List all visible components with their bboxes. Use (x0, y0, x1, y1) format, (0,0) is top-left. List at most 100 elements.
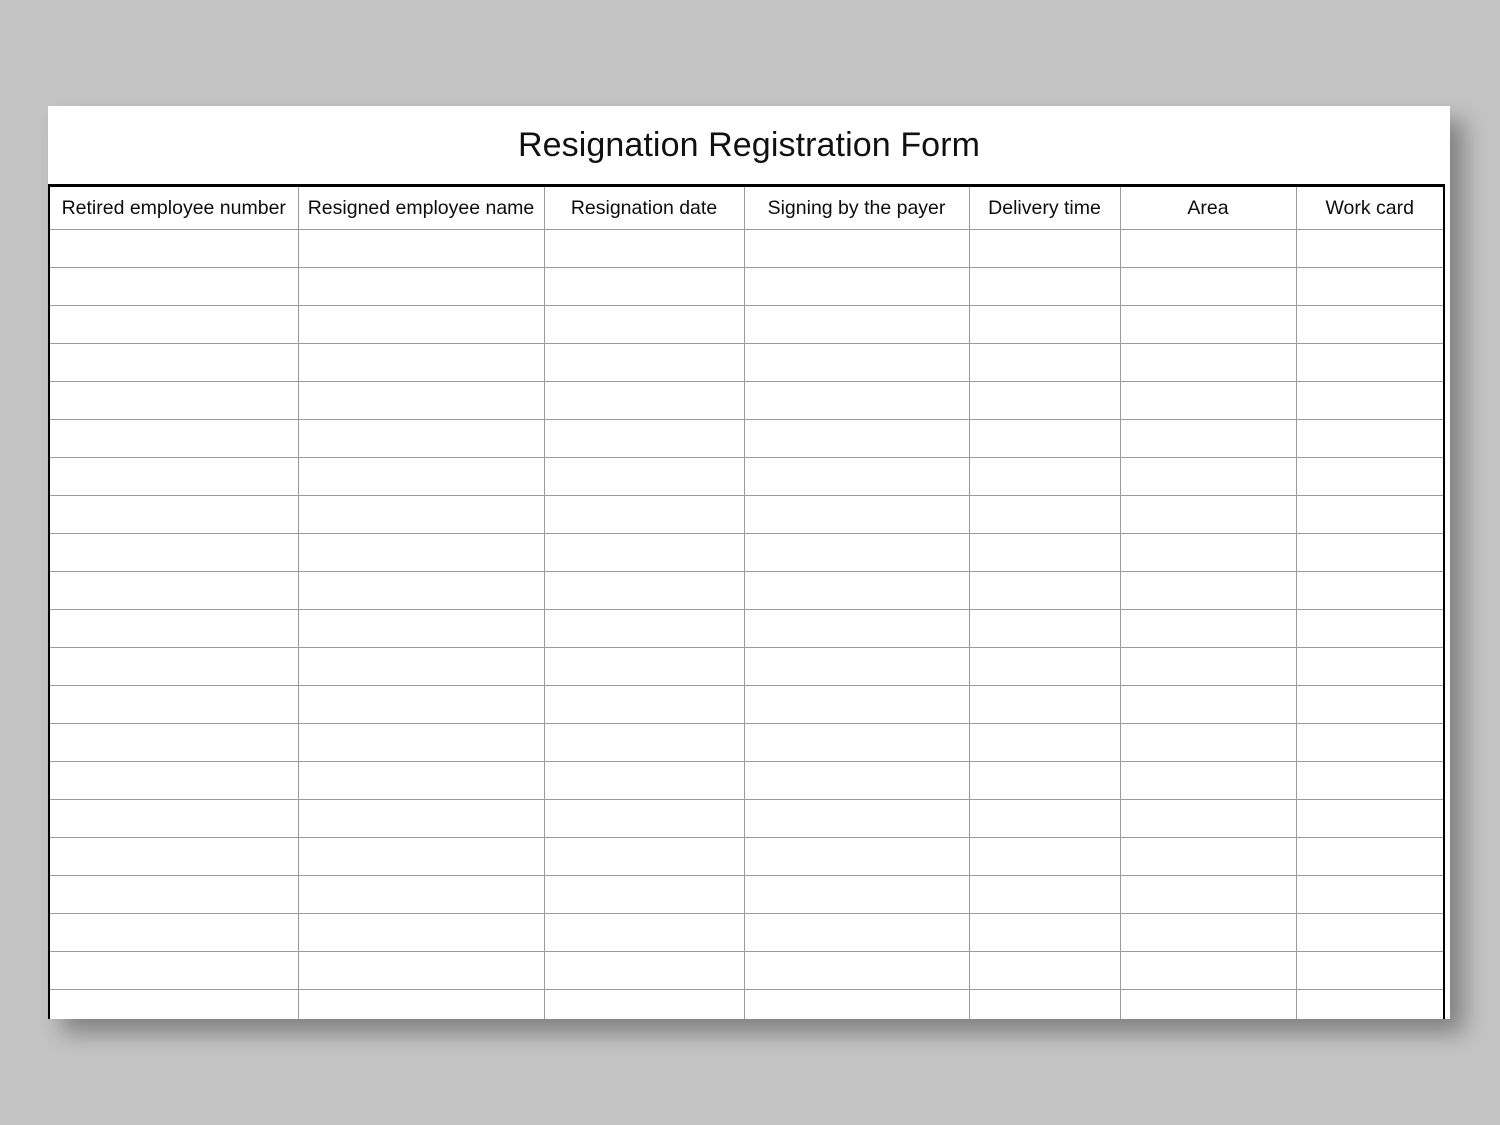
table-cell[interactable] (297, 685, 545, 724)
table-cell[interactable] (543, 267, 745, 306)
table-cell[interactable] (743, 989, 970, 1019)
table-cell[interactable] (1295, 723, 1445, 762)
table-cell[interactable] (743, 799, 970, 838)
table-cell[interactable] (968, 723, 1121, 762)
table-cell[interactable] (743, 685, 970, 724)
table-cell[interactable] (743, 875, 970, 914)
table-cell[interactable] (1295, 305, 1445, 344)
table-cell[interactable] (1295, 951, 1445, 990)
table-cell[interactable] (1119, 723, 1297, 762)
table-cell[interactable] (1295, 457, 1445, 496)
table-cell[interactable] (1295, 647, 1445, 686)
table-cell[interactable] (1295, 495, 1445, 534)
table-cell[interactable] (1119, 381, 1297, 420)
table-cell[interactable] (297, 495, 545, 534)
table-cell[interactable] (968, 647, 1121, 686)
table-cell[interactable] (1119, 913, 1297, 952)
table-cell[interactable] (543, 609, 745, 648)
table-cell[interactable] (543, 913, 745, 952)
table-cell[interactable] (1295, 381, 1445, 420)
table-row[interactable] (48, 913, 1445, 952)
table-cell[interactable] (543, 685, 745, 724)
table-cell[interactable] (543, 647, 745, 686)
table-row[interactable] (48, 229, 1445, 268)
table-cell[interactable] (968, 229, 1121, 268)
table-row[interactable] (48, 989, 1445, 1019)
table-cell[interactable] (1295, 685, 1445, 724)
table-cell[interactable] (48, 305, 299, 344)
table-cell[interactable] (1119, 533, 1297, 572)
table-cell[interactable] (1119, 989, 1297, 1019)
table-cell[interactable] (297, 723, 545, 762)
table-cell[interactable] (48, 647, 299, 686)
table-cell[interactable] (1295, 837, 1445, 876)
table-cell[interactable] (48, 989, 299, 1019)
table-cell[interactable] (48, 723, 299, 762)
table-cell[interactable] (543, 723, 745, 762)
table-cell[interactable] (968, 609, 1121, 648)
table-cell[interactable] (968, 951, 1121, 990)
table-cell[interactable] (1295, 267, 1445, 306)
table-cell[interactable] (1119, 761, 1297, 800)
table-cell[interactable] (48, 533, 299, 572)
table-cell[interactable] (48, 609, 299, 648)
table-cell[interactable] (743, 647, 970, 686)
table-cell[interactable] (968, 685, 1121, 724)
table-cell[interactable] (743, 761, 970, 800)
table-cell[interactable] (297, 229, 545, 268)
table-cell[interactable] (48, 229, 299, 268)
table-cell[interactable] (743, 913, 970, 952)
table-cell[interactable] (1119, 685, 1297, 724)
table-cell[interactable] (543, 875, 745, 914)
table-cell[interactable] (968, 495, 1121, 534)
table-cell[interactable] (1119, 571, 1297, 610)
table-cell[interactable] (968, 533, 1121, 572)
table-cell[interactable] (297, 381, 545, 420)
table-cell[interactable] (48, 685, 299, 724)
table-cell[interactable] (543, 799, 745, 838)
table-cell[interactable] (743, 837, 970, 876)
table-cell[interactable] (1295, 913, 1445, 952)
table-cell[interactable] (743, 457, 970, 496)
table-cell[interactable] (1295, 343, 1445, 382)
table-cell[interactable] (968, 457, 1121, 496)
table-cell[interactable] (297, 989, 545, 1019)
table-cell[interactable] (48, 419, 299, 458)
table-cell[interactable] (1295, 875, 1445, 914)
table-cell[interactable] (968, 305, 1121, 344)
table-cell[interactable] (48, 837, 299, 876)
table-row[interactable] (48, 457, 1445, 496)
table-cell[interactable] (543, 951, 745, 990)
table-cell[interactable] (1119, 229, 1297, 268)
table-row[interactable] (48, 875, 1445, 914)
table-cell[interactable] (1119, 495, 1297, 534)
table-row[interactable] (48, 305, 1445, 344)
table-cell[interactable] (543, 533, 745, 572)
table-cell[interactable] (297, 913, 545, 952)
table-row[interactable] (48, 723, 1445, 762)
table-cell[interactable] (968, 381, 1121, 420)
table-cell[interactable] (297, 571, 545, 610)
table-cell[interactable] (48, 381, 299, 420)
table-cell[interactable] (543, 495, 745, 534)
table-cell[interactable] (543, 571, 745, 610)
table-cell[interactable] (297, 343, 545, 382)
table-cell[interactable] (1295, 799, 1445, 838)
table-cell[interactable] (743, 495, 970, 534)
table-cell[interactable] (1119, 647, 1297, 686)
table-cell[interactable] (48, 571, 299, 610)
table-cell[interactable] (48, 913, 299, 952)
table-cell[interactable] (968, 799, 1121, 838)
table-cell[interactable] (297, 609, 545, 648)
table-cell[interactable] (543, 989, 745, 1019)
table-cell[interactable] (968, 913, 1121, 952)
table-cell[interactable] (743, 723, 970, 762)
table-cell[interactable] (743, 609, 970, 648)
table-cell[interactable] (48, 799, 299, 838)
table-row[interactable] (48, 647, 1445, 686)
table-cell[interactable] (968, 571, 1121, 610)
table-cell[interactable] (1295, 419, 1445, 458)
table-cell[interactable] (1119, 837, 1297, 876)
table-cell[interactable] (543, 837, 745, 876)
table-cell[interactable] (297, 951, 545, 990)
